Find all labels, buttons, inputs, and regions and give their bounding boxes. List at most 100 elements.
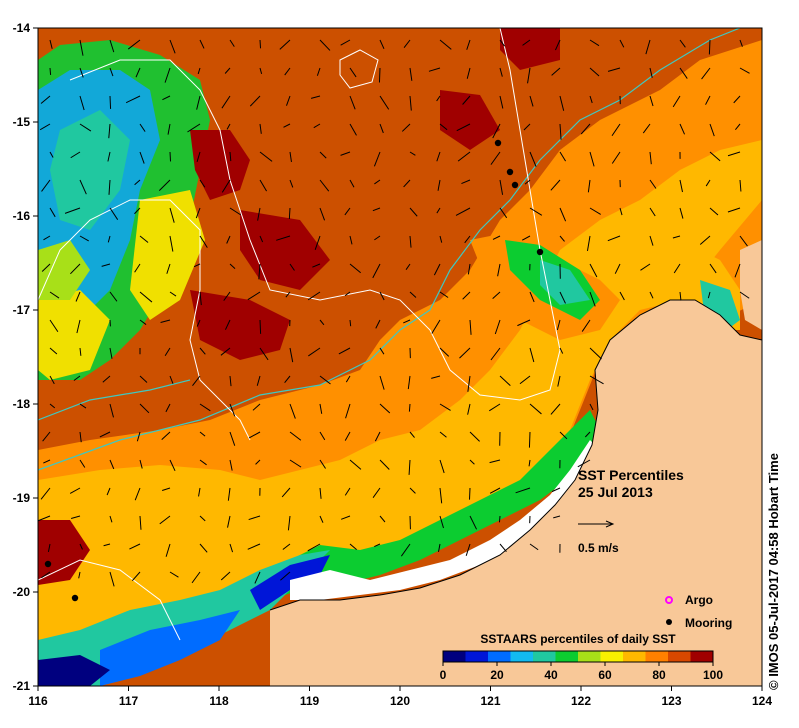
current-vector xyxy=(42,431,51,442)
current-vector xyxy=(559,151,567,162)
current-vector xyxy=(49,67,52,75)
current-vector xyxy=(349,319,352,327)
current-vector xyxy=(559,207,567,222)
current-vector xyxy=(733,95,741,104)
current-vector xyxy=(229,459,233,471)
current-vector xyxy=(64,207,81,214)
colorbar-segment xyxy=(533,651,556,662)
current-vector xyxy=(169,151,172,162)
current-vector xyxy=(727,151,741,157)
current-vector xyxy=(79,95,85,111)
mooring-marker[interactable] xyxy=(494,139,502,147)
current-vector xyxy=(645,39,651,55)
y-tick-label: -21 xyxy=(13,679,31,693)
scale-arrowhead xyxy=(605,520,615,528)
current-vector xyxy=(679,179,683,193)
argo-legend-icon xyxy=(665,596,673,604)
current-vector xyxy=(308,347,321,357)
current-vector xyxy=(224,67,231,74)
current-vector xyxy=(492,235,501,240)
current-vector xyxy=(319,319,325,326)
current-vector xyxy=(584,431,591,438)
current-vector xyxy=(462,291,471,300)
current-vector xyxy=(649,151,652,165)
current-vector xyxy=(229,39,235,47)
mooring-marker[interactable] xyxy=(506,168,514,176)
current-vector xyxy=(49,39,53,49)
current-vector xyxy=(286,95,291,106)
current-vector xyxy=(229,543,234,553)
current-vector xyxy=(258,263,261,280)
current-vector xyxy=(373,151,381,167)
current-vector xyxy=(679,123,686,135)
current-vector xyxy=(589,67,600,77)
current-vector xyxy=(285,291,291,298)
hot-patch-1 xyxy=(190,130,250,200)
current-vector xyxy=(607,235,621,242)
current-vector xyxy=(529,543,539,551)
current-vector xyxy=(499,39,506,47)
current-vector xyxy=(196,319,201,327)
current-vector xyxy=(467,403,471,415)
y-axis-ticks: -14 -15 -16 -17 -18 -19 -20 -21 xyxy=(13,21,38,693)
current-vector xyxy=(187,123,201,133)
current-vector xyxy=(439,403,451,411)
current-vector xyxy=(134,487,141,501)
coastal-yellow-orange xyxy=(38,140,762,650)
current-vector xyxy=(220,347,231,356)
current-vector xyxy=(734,263,741,278)
current-vector xyxy=(139,403,150,414)
current-vector xyxy=(344,431,351,441)
current-vector xyxy=(709,151,721,162)
current-vector xyxy=(455,207,471,216)
current-vector xyxy=(439,291,449,298)
current-vector xyxy=(310,95,321,99)
current-vector xyxy=(577,459,591,468)
current-vector xyxy=(158,179,171,191)
current-vector xyxy=(41,571,51,579)
marker-legend: Argo Mooring xyxy=(665,593,732,630)
y-tick-label: -14 xyxy=(13,21,31,35)
current-vector xyxy=(345,375,351,383)
current-vector xyxy=(165,403,171,413)
current-vector xyxy=(517,319,531,327)
mooring-marker[interactable] xyxy=(71,594,79,602)
current-vector xyxy=(587,179,591,193)
current-vector xyxy=(70,263,81,275)
colorbar-tick-label: 40 xyxy=(544,668,558,682)
current-vector xyxy=(529,347,535,363)
current-vector xyxy=(229,207,242,216)
current-vector xyxy=(280,571,291,581)
current-vector xyxy=(259,347,269,361)
current-vector xyxy=(374,235,381,241)
current-vector xyxy=(199,39,205,49)
current-vector xyxy=(229,375,232,387)
current-vector xyxy=(139,459,143,469)
current-vector xyxy=(409,151,416,156)
colorbar-tick-label: 60 xyxy=(598,668,612,682)
current-vector xyxy=(162,95,171,101)
mooring-marker[interactable] xyxy=(44,560,52,568)
current-vector xyxy=(139,123,146,132)
current-vector xyxy=(705,179,711,187)
current-vector xyxy=(409,235,412,248)
current-vector xyxy=(489,459,501,464)
current-vector xyxy=(589,151,595,167)
current-vector xyxy=(489,487,501,494)
mooring-marker[interactable] xyxy=(511,181,519,189)
current-vector xyxy=(314,235,321,250)
mooring-marker[interactable] xyxy=(536,248,544,256)
current-vector xyxy=(307,543,321,552)
current-vector xyxy=(457,151,471,162)
southwest-navy-patch xyxy=(38,655,110,686)
y-tick-label: -17 xyxy=(13,303,31,317)
vector-scale: 0.5 m/s xyxy=(578,520,619,555)
current-vector xyxy=(490,151,501,165)
current-vector xyxy=(70,151,81,159)
current-vector xyxy=(499,179,504,195)
current-vector xyxy=(499,67,503,77)
current-vector xyxy=(344,291,351,297)
hot-patch-3 xyxy=(190,290,290,360)
current-vector xyxy=(102,375,111,383)
hot-patch-4 xyxy=(440,90,500,150)
